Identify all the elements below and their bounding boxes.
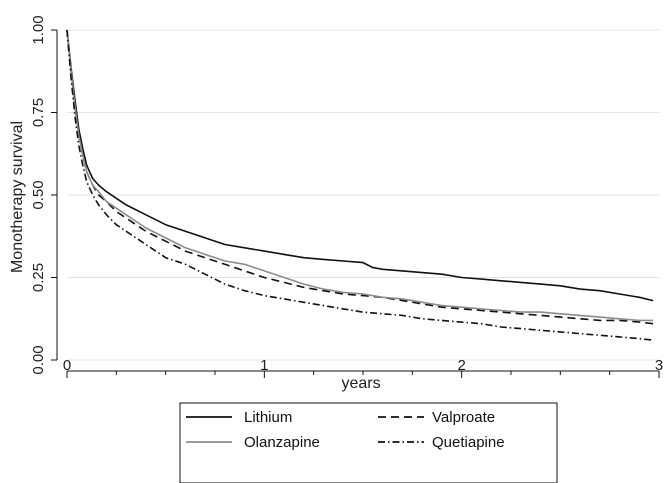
legend-label-valproate: Valproate	[432, 409, 495, 426]
y-axis-title: Monotherapy survival	[9, 121, 26, 273]
x-axis-title: years	[341, 375, 380, 392]
y-tick-label-1: 0.25	[30, 263, 47, 292]
y-tick-label-0: 0.00	[30, 345, 47, 374]
y-tick-label-2: 0.50	[30, 180, 47, 209]
x-tick-label-0: 0	[63, 357, 71, 374]
series-lines	[66, 29, 654, 341]
x-tick-label-1: 1	[260, 357, 268, 374]
tick-labels: 0.00 0.25 0.50 0.75 1.00 0 1 2 3	[30, 15, 663, 374]
x-tick-label-3: 3	[655, 357, 663, 374]
axes	[51, 29, 660, 378]
legend-label-quetiapine: Quetiapine	[432, 434, 505, 451]
legend: Lithium Valproate Olanzapine Quetiapine	[179, 402, 558, 483]
legend-label-olanzapine: Olanzapine	[244, 434, 320, 451]
legend-box	[179, 402, 558, 483]
series-line-valproate	[66, 29, 654, 325]
x-tick-label-2: 2	[457, 357, 465, 374]
series-line-lithium	[66, 29, 654, 302]
gridlines	[67, 29, 659, 361]
y-tick-label-3: 0.75	[30, 98, 47, 127]
series-line-olanzapine	[66, 29, 654, 322]
legend-label-lithium: Lithium	[244, 409, 292, 426]
series-line-quetiapine	[66, 29, 654, 341]
y-tick-label-4: 1.00	[30, 15, 47, 44]
